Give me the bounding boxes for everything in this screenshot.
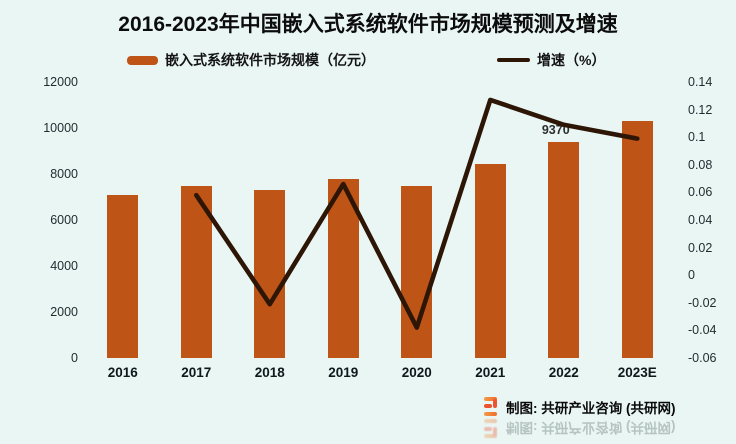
right-axis-tick: -0.04	[688, 323, 717, 338]
left-axis-tick: 10000	[43, 121, 78, 135]
right-axis-tick: -0.02	[688, 295, 717, 310]
legend: 嵌入式系统软件市场规模（亿元） 增速（%）	[0, 50, 736, 72]
legend-item-growth: 增速（%）	[497, 50, 605, 70]
x-axis-label-2023E: 2023E	[617, 365, 657, 380]
right-axis-tick: 0.02	[688, 240, 713, 255]
bar-2018	[254, 189, 286, 358]
x-axis-label-2021: 2021	[475, 365, 506, 380]
left-axis-tick: 2000	[50, 305, 78, 319]
x-axis-label-2016: 2016	[107, 365, 138, 380]
x-axis-label-2018: 2018	[254, 365, 285, 380]
logo-segment	[493, 399, 497, 408]
bar-2016	[107, 195, 139, 358]
bar-2017	[180, 185, 212, 358]
right-axis-tick: 0.06	[688, 185, 713, 200]
credit-text-reflection: 制图: 共研产业咨询 (共研网)	[506, 420, 676, 435]
left-axis-tick: 6000	[50, 213, 78, 227]
line-series-swatch-icon	[497, 58, 530, 62]
bar-2020	[401, 185, 433, 358]
logo-segment	[484, 397, 497, 401]
right-axis-tick: -0.06	[688, 351, 717, 365]
right-axis-tick: 0.04	[688, 213, 713, 227]
right-axis-tick: 0.1	[688, 130, 706, 145]
logo-segment	[484, 427, 492, 431]
logo-segment	[484, 419, 497, 423]
logo-segment	[484, 412, 497, 416]
left-axis-tick: 4000	[50, 259, 78, 273]
bar-2022	[548, 142, 580, 358]
right-axis-tick: 0.08	[688, 157, 713, 172]
legend-label-growth: 增速（%）	[537, 52, 606, 68]
bar-value-label-2022: 9370	[541, 123, 570, 138]
x-axis-label-2019: 2019	[328, 365, 359, 380]
gongyanwang-logo-reflection	[484, 419, 497, 438]
gongyanwang-logo	[484, 397, 497, 416]
bar-2023E	[621, 121, 653, 358]
x-axis-label-2020: 2020	[401, 365, 432, 380]
bar-2019	[327, 178, 359, 358]
left-axis-tick: 8000	[50, 167, 78, 181]
right-axis-tick: 0.12	[688, 102, 713, 117]
chart-title: 2016-2023年中国嵌入式系统软件市场规模预测及增速	[118, 13, 618, 36]
credit-text: 制图: 共研产业咨询 (共研网)	[506, 401, 676, 416]
x-axis-label-2017: 2017	[181, 365, 212, 380]
logo-segment	[493, 427, 497, 436]
bar-series-swatch-icon	[127, 55, 158, 65]
right-axis-tick: 0.14	[688, 75, 713, 89]
left-axis-tick: 0	[71, 351, 78, 365]
footer-credit: 制图: 共研产业咨询 (共研网) 制图: 共研产业咨询 (共研网)	[484, 397, 676, 439]
bar-2021	[474, 163, 506, 358]
legend-item-market-size: 嵌入式系统软件市场规模（亿元）	[127, 50, 375, 70]
logo-segment	[484, 404, 492, 408]
x-axis-label-2022: 2022	[548, 365, 579, 380]
left-axis-tick: 12000	[43, 75, 78, 89]
right-axis-tick: 0	[688, 268, 695, 283]
legend-label-market-size: 嵌入式系统软件市场规模（亿元）	[165, 52, 375, 68]
